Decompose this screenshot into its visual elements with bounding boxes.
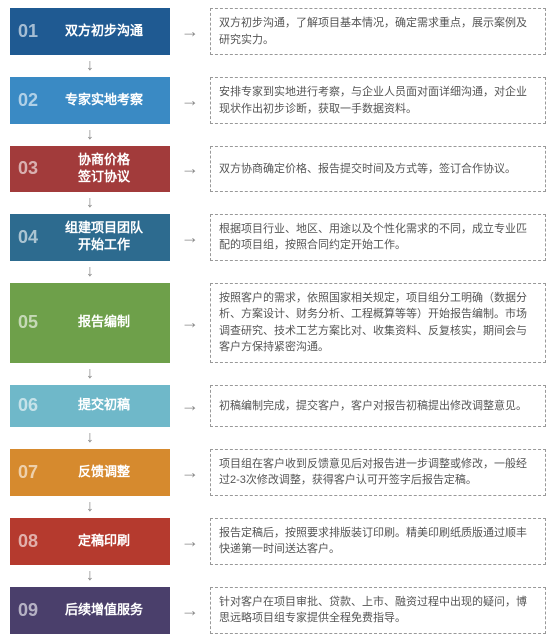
step-box-07: 07反馈调整 <box>10 449 170 496</box>
step-box-08: 08定稿印刷 <box>10 518 170 565</box>
step-title: 组建项目团队 开始工作 <box>42 220 166 254</box>
flow-row: 02专家实地考察→安排专家到实地进行考察，与企业人员面对面详细沟通，对企业现状作… <box>10 77 546 124</box>
arrow-right-icon: → <box>170 77 210 124</box>
arrow-down-icon: ↓ <box>86 263 94 281</box>
step-box-03: 03协商价格 签订协议 <box>10 146 170 192</box>
step-description: 双方初步沟通，了解项目基本情况，确定需求重点，展示案例及研究实力。 <box>210 8 546 55</box>
arrow-right-icon: → <box>170 449 210 496</box>
flow-row: 07反馈调整→项目组在客户收到反馈意见后对报告进一步调整或修改，一般经过2-3次… <box>10 449 546 496</box>
arrow-down-icon: ↓ <box>86 429 94 447</box>
step-number: 03 <box>14 158 42 179</box>
down-arrow-wrap: ↓ <box>10 55 170 77</box>
arrow-down-icon: ↓ <box>86 194 94 212</box>
step-number: 05 <box>14 312 42 333</box>
arrow-right-icon: → <box>170 587 210 634</box>
step-title: 报告编制 <box>42 314 166 331</box>
arrow-down-icon: ↓ <box>86 126 94 144</box>
connector-row: ↓ <box>10 496 546 518</box>
step-box-01: 01双方初步沟通 <box>10 8 170 55</box>
step-description: 初稿编制完成，提交客户，客户对报告初稿提出修改调整意见。 <box>210 385 546 427</box>
down-arrow-wrap: ↓ <box>10 565 170 587</box>
connector-row: ↓ <box>10 192 546 214</box>
step-box-02: 02专家实地考察 <box>10 77 170 124</box>
step-number: 02 <box>14 90 42 111</box>
down-arrow-wrap: ↓ <box>10 192 170 214</box>
flow-row: 08定稿印刷→报告定稿后，按照要求排版装订印刷。精美印刷纸质版通过顺丰快递第一时… <box>10 518 546 565</box>
down-arrow-wrap: ↓ <box>10 496 170 518</box>
step-description: 安排专家到实地进行考察，与企业人员面对面详细沟通，对企业现状作出初步诊断，获取一… <box>210 77 546 124</box>
flow-row: 05报告编制→按照客户的需求，依照国家相关规定，项目组分工明确（数据分析、方案设… <box>10 283 546 363</box>
arrow-down-icon: ↓ <box>86 567 94 585</box>
arrow-down-icon: ↓ <box>86 365 94 383</box>
step-title: 定稿印刷 <box>42 533 166 550</box>
arrow-right-icon: → <box>170 214 210 261</box>
connector-row: ↓ <box>10 55 546 77</box>
step-description: 按照客户的需求，依照国家相关规定，项目组分工明确（数据分析、方案设计、财务分析、… <box>210 283 546 363</box>
step-title: 反馈调整 <box>42 464 166 481</box>
flow-row: 04组建项目团队 开始工作→根据项目行业、地区、用途以及个性化需求的不同，成立专… <box>10 214 546 261</box>
step-box-04: 04组建项目团队 开始工作 <box>10 214 170 261</box>
arrow-right-icon: → <box>170 385 210 427</box>
connector-row: ↓ <box>10 565 546 587</box>
step-title: 提交初稿 <box>42 397 166 414</box>
arrow-right-icon: → <box>170 146 210 192</box>
step-number: 06 <box>14 395 42 416</box>
flow-row: 06提交初稿→初稿编制完成，提交客户，客户对报告初稿提出修改调整意见。 <box>10 385 546 427</box>
arrow-right-icon: → <box>170 283 210 363</box>
arrow-right-icon: → <box>170 8 210 55</box>
step-number: 01 <box>14 21 42 42</box>
connector-row: ↓ <box>10 363 546 385</box>
down-arrow-wrap: ↓ <box>10 124 170 146</box>
step-number: 07 <box>14 462 42 483</box>
step-number: 04 <box>14 227 42 248</box>
step-number: 09 <box>14 600 42 621</box>
flow-row: 09后续增值服务→针对客户在项目审批、贷款、上市、融资过程中出现的疑问，博思远略… <box>10 587 546 634</box>
step-number: 08 <box>14 531 42 552</box>
step-box-06: 06提交初稿 <box>10 385 170 427</box>
flowchart-container: 01双方初步沟通→双方初步沟通，了解项目基本情况，确定需求重点，展示案例及研究实… <box>10 8 546 634</box>
step-description: 针对客户在项目审批、贷款、上市、融资过程中出现的疑问，博思远略项目组专家提供全程… <box>210 587 546 634</box>
step-title: 后续增值服务 <box>42 602 166 619</box>
step-description: 双方协商确定价格、报告提交时间及方式等，签订合作协议。 <box>210 146 546 192</box>
down-arrow-wrap: ↓ <box>10 427 170 449</box>
arrow-right-icon: → <box>170 518 210 565</box>
step-description: 报告定稿后，按照要求排版装订印刷。精美印刷纸质版通过顺丰快递第一时间送达客户。 <box>210 518 546 565</box>
connector-row: ↓ <box>10 427 546 449</box>
step-title: 双方初步沟通 <box>42 23 166 40</box>
arrow-down-icon: ↓ <box>86 57 94 75</box>
step-description: 根据项目行业、地区、用途以及个性化需求的不同，成立专业匹配的项目组，按照合同约定… <box>210 214 546 261</box>
step-title: 专家实地考察 <box>42 92 166 109</box>
down-arrow-wrap: ↓ <box>10 261 170 283</box>
step-box-09: 09后续增值服务 <box>10 587 170 634</box>
connector-row: ↓ <box>10 261 546 283</box>
step-title: 协商价格 签订协议 <box>42 152 166 186</box>
connector-row: ↓ <box>10 124 546 146</box>
flow-row: 01双方初步沟通→双方初步沟通，了解项目基本情况，确定需求重点，展示案例及研究实… <box>10 8 546 55</box>
arrow-down-icon: ↓ <box>86 498 94 516</box>
down-arrow-wrap: ↓ <box>10 363 170 385</box>
flow-row: 03协商价格 签订协议→双方协商确定价格、报告提交时间及方式等，签订合作协议。 <box>10 146 546 192</box>
step-description: 项目组在客户收到反馈意见后对报告进一步调整或修改，一般经过2-3次修改调整，获得… <box>210 449 546 496</box>
step-box-05: 05报告编制 <box>10 283 170 363</box>
